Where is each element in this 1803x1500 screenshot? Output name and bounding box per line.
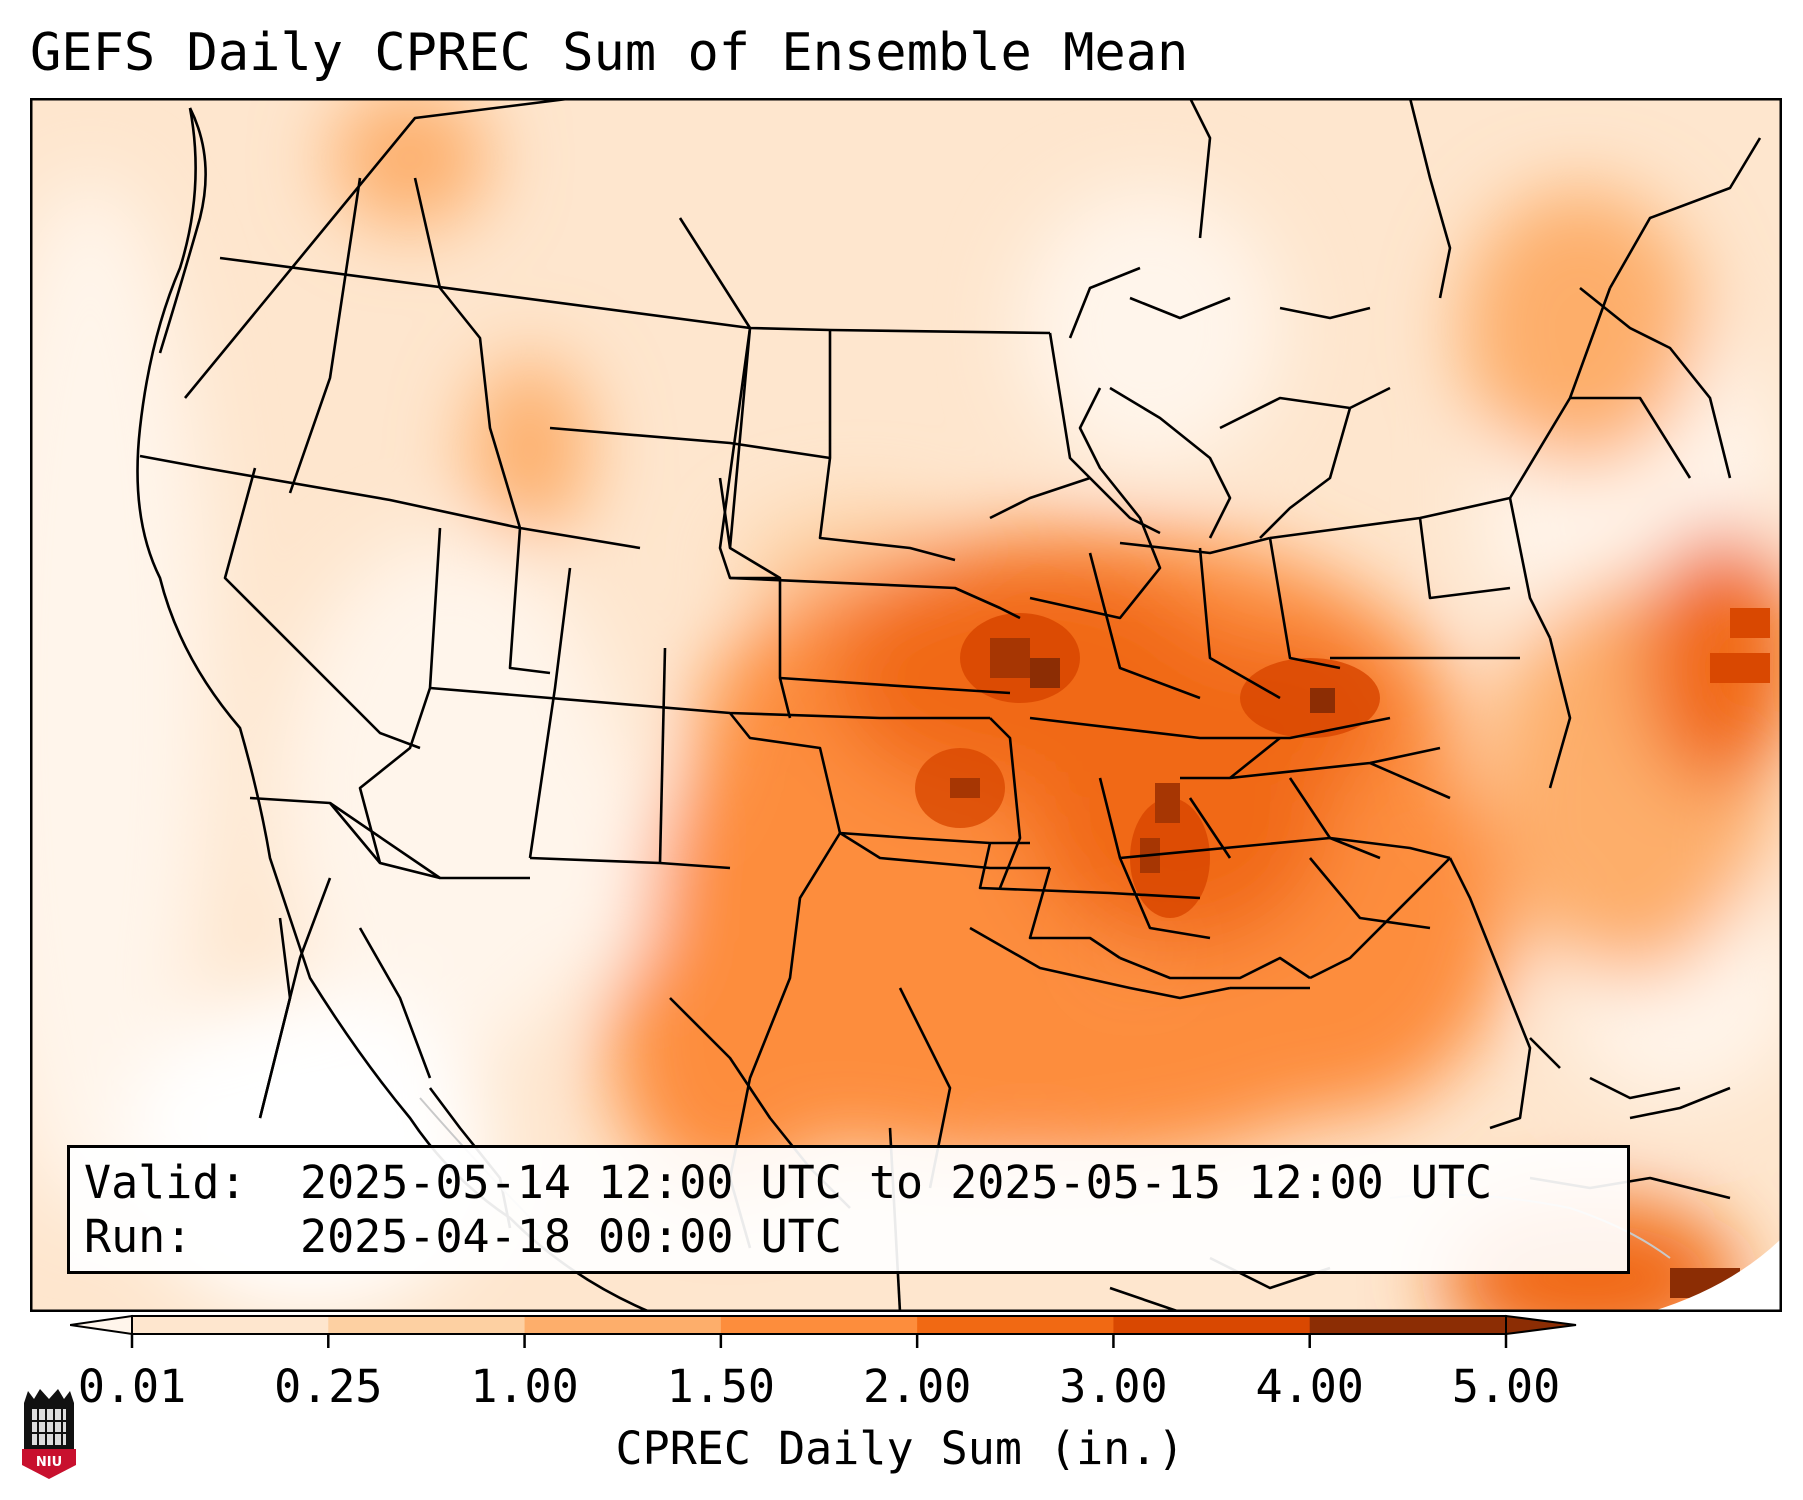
colorbar-tick-label: 2.00: [862, 1360, 972, 1413]
colorbar-tick-label: 4.00: [1255, 1360, 1364, 1413]
colorbar: [70, 1314, 1577, 1348]
colorbar-low-extension: [70, 1314, 133, 1336]
colorbar-frame: [131, 1315, 1507, 1335]
colorbar-tick-label: 5.00: [1451, 1360, 1561, 1413]
colorbar-tick-label: 0.25: [274, 1360, 383, 1413]
map-frame: [30, 98, 1782, 1312]
colorbar-high-extension: [1505, 1314, 1577, 1336]
precip-cores: [915, 608, 1770, 1298]
colorbar-segment: [524, 1316, 722, 1334]
colorbar-segment: [1113, 1316, 1311, 1334]
state-borders: [139, 98, 1762, 1312]
colorbar-tick-label: 1.00: [470, 1360, 579, 1413]
valid-label: Valid:: [84, 1156, 247, 1209]
validity-info-box: Valid: 2025-05-14 12:00 UTC to 2025-05-15…: [67, 1145, 1630, 1274]
colorbar-tick-label: 0.01: [77, 1360, 187, 1413]
colorbar-title: CPREC Daily Sum (in.): [615, 1422, 1185, 1475]
run-value: 2025-04-18 00:00 UTC: [300, 1210, 842, 1263]
colorbar-segment: [917, 1316, 1114, 1334]
map-title: GEFS Daily CPREC Sum of Ensemble Mean: [30, 23, 1189, 83]
valid-value: 2025-05-14 12:00 UTC to 2025-05-15 12:00…: [300, 1156, 1493, 1209]
colorbar-segment: [720, 1316, 918, 1334]
run-label: Run:: [84, 1210, 193, 1263]
colorbar-segment: [132, 1316, 329, 1334]
colorbar-tick-label: 3.00: [1059, 1360, 1168, 1413]
niu-logo: NIU: [22, 1389, 76, 1479]
precipitation-map: [30, 98, 1782, 1312]
logo-text: NIU: [36, 1455, 62, 1470]
colorbar-tick-label: 1.50: [666, 1360, 776, 1413]
colorbar-segment: [1309, 1316, 1507, 1334]
colorbar-segment: [328, 1316, 526, 1334]
